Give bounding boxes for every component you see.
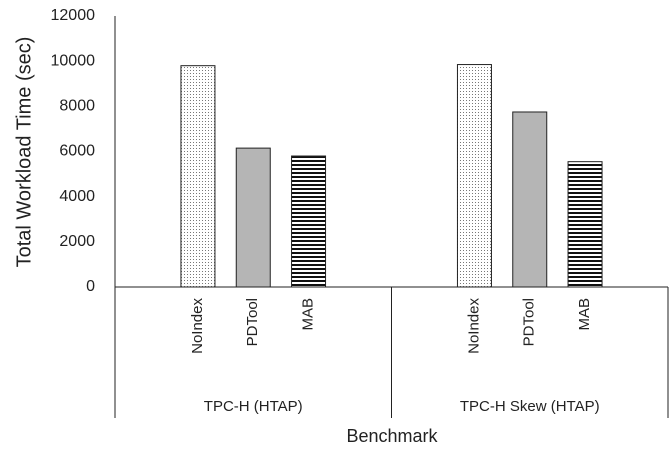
bar	[235, 147, 271, 288]
x-tick-label: NoIndex	[465, 298, 482, 354]
y-tick-label: 8000	[59, 98, 95, 115]
group-label: TPC-H Skew (HTAP)	[460, 398, 600, 415]
y-tick-label: 6000	[59, 143, 95, 160]
x-tick-label: PDTool	[521, 298, 538, 346]
x-tick-label: NoIndex	[189, 298, 206, 354]
x-axis-title: Benchmark	[346, 426, 438, 446]
y-tick-label: 12000	[51, 7, 96, 24]
bar	[567, 161, 603, 288]
bar	[512, 111, 548, 288]
x-tick-label: PDTool	[244, 298, 261, 346]
y-tick-label: 2000	[59, 233, 95, 250]
group-label: TPC-H (HTAP)	[204, 398, 303, 415]
bar	[456, 64, 492, 288]
x-tick-label: MAB	[300, 298, 317, 331]
y-tick-label: 0	[86, 278, 95, 295]
y-tick-label: 10000	[51, 52, 96, 69]
bar	[180, 65, 216, 288]
bar	[291, 155, 327, 288]
x-tick-label: MAB	[576, 298, 593, 331]
y-tick-label: 4000	[59, 188, 95, 205]
y-axis-title: Total Workload Time (sec)	[13, 37, 35, 268]
